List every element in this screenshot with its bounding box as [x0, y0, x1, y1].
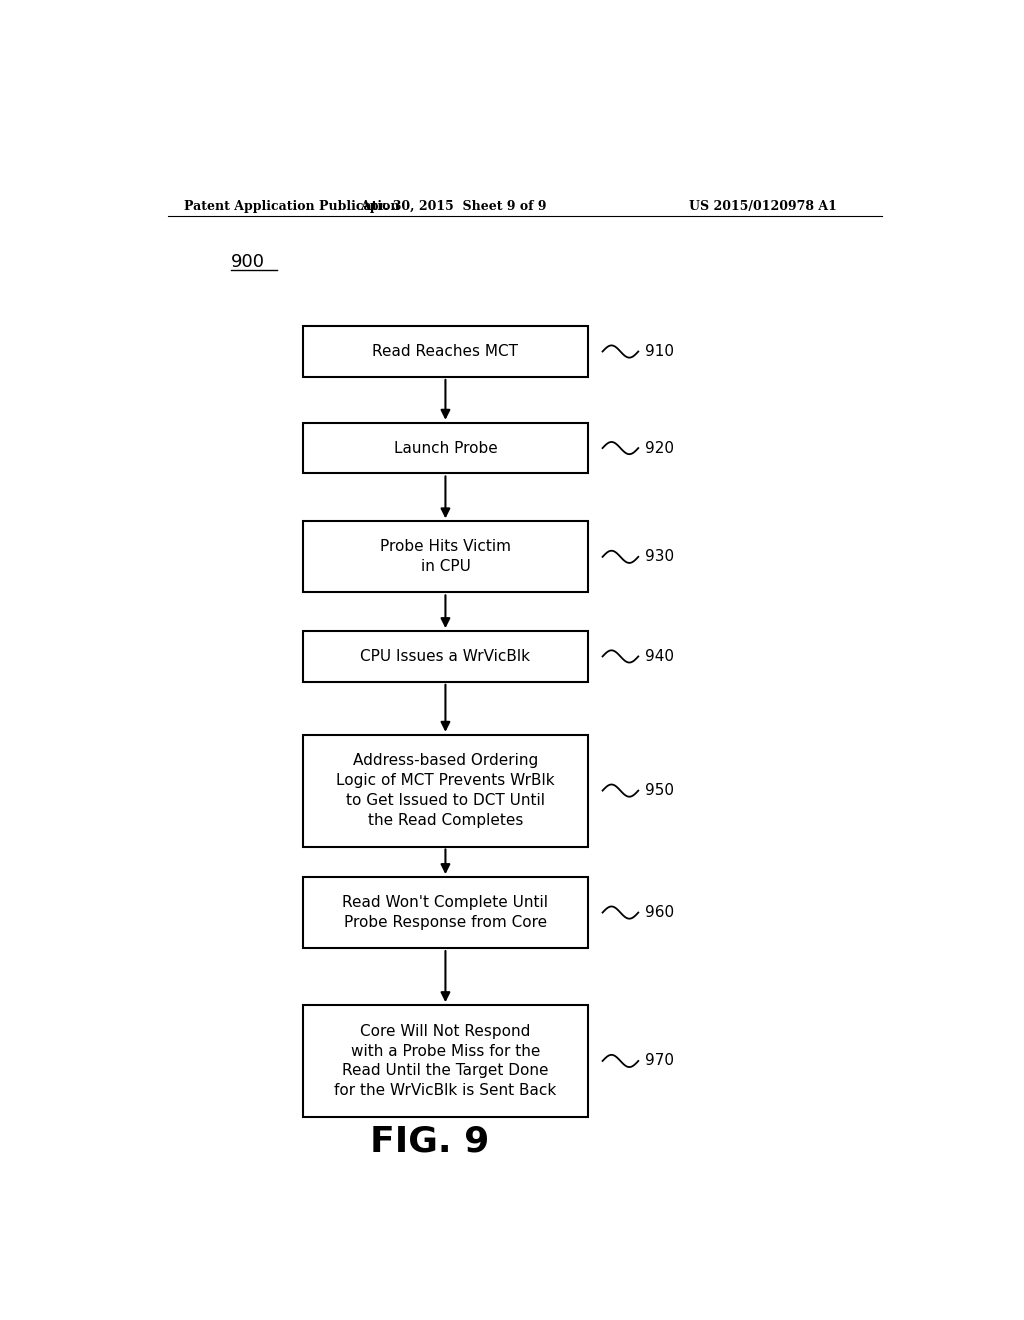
Bar — [303, 735, 588, 846]
Bar — [303, 521, 588, 593]
Text: 940: 940 — [645, 649, 674, 664]
Bar — [303, 422, 588, 474]
Text: Patent Application Publication: Patent Application Publication — [183, 199, 399, 213]
Bar — [303, 876, 588, 948]
Text: Probe Hits Victim
in CPU: Probe Hits Victim in CPU — [380, 540, 511, 574]
Text: 970: 970 — [645, 1053, 674, 1068]
Bar — [303, 1005, 588, 1117]
Text: Read Reaches MCT: Read Reaches MCT — [373, 345, 518, 359]
Text: Launch Probe: Launch Probe — [393, 441, 498, 455]
Text: 930: 930 — [645, 549, 674, 565]
Text: Apr. 30, 2015  Sheet 9 of 9: Apr. 30, 2015 Sheet 9 of 9 — [360, 199, 547, 213]
Text: Core Will Not Respond
with a Probe Miss for the
Read Until the Target Done
for t: Core Will Not Respond with a Probe Miss … — [334, 1024, 557, 1098]
Text: 900: 900 — [231, 253, 265, 271]
Text: US 2015/0120978 A1: US 2015/0120978 A1 — [689, 199, 837, 213]
Text: 960: 960 — [645, 906, 674, 920]
Text: FIG. 9: FIG. 9 — [370, 1125, 489, 1158]
Text: Address-based Ordering
Logic of MCT Prevents WrBlk
to Get Issued to DCT Until
th: Address-based Ordering Logic of MCT Prev… — [336, 754, 555, 828]
Text: Read Won't Complete Until
Probe Response from Core: Read Won't Complete Until Probe Response… — [342, 895, 549, 931]
Bar — [303, 326, 588, 378]
Bar — [303, 631, 588, 682]
Text: 910: 910 — [645, 345, 674, 359]
Text: 950: 950 — [645, 783, 674, 799]
Text: 920: 920 — [645, 441, 674, 455]
Text: CPU Issues a WrVicBlk: CPU Issues a WrVicBlk — [360, 649, 530, 664]
